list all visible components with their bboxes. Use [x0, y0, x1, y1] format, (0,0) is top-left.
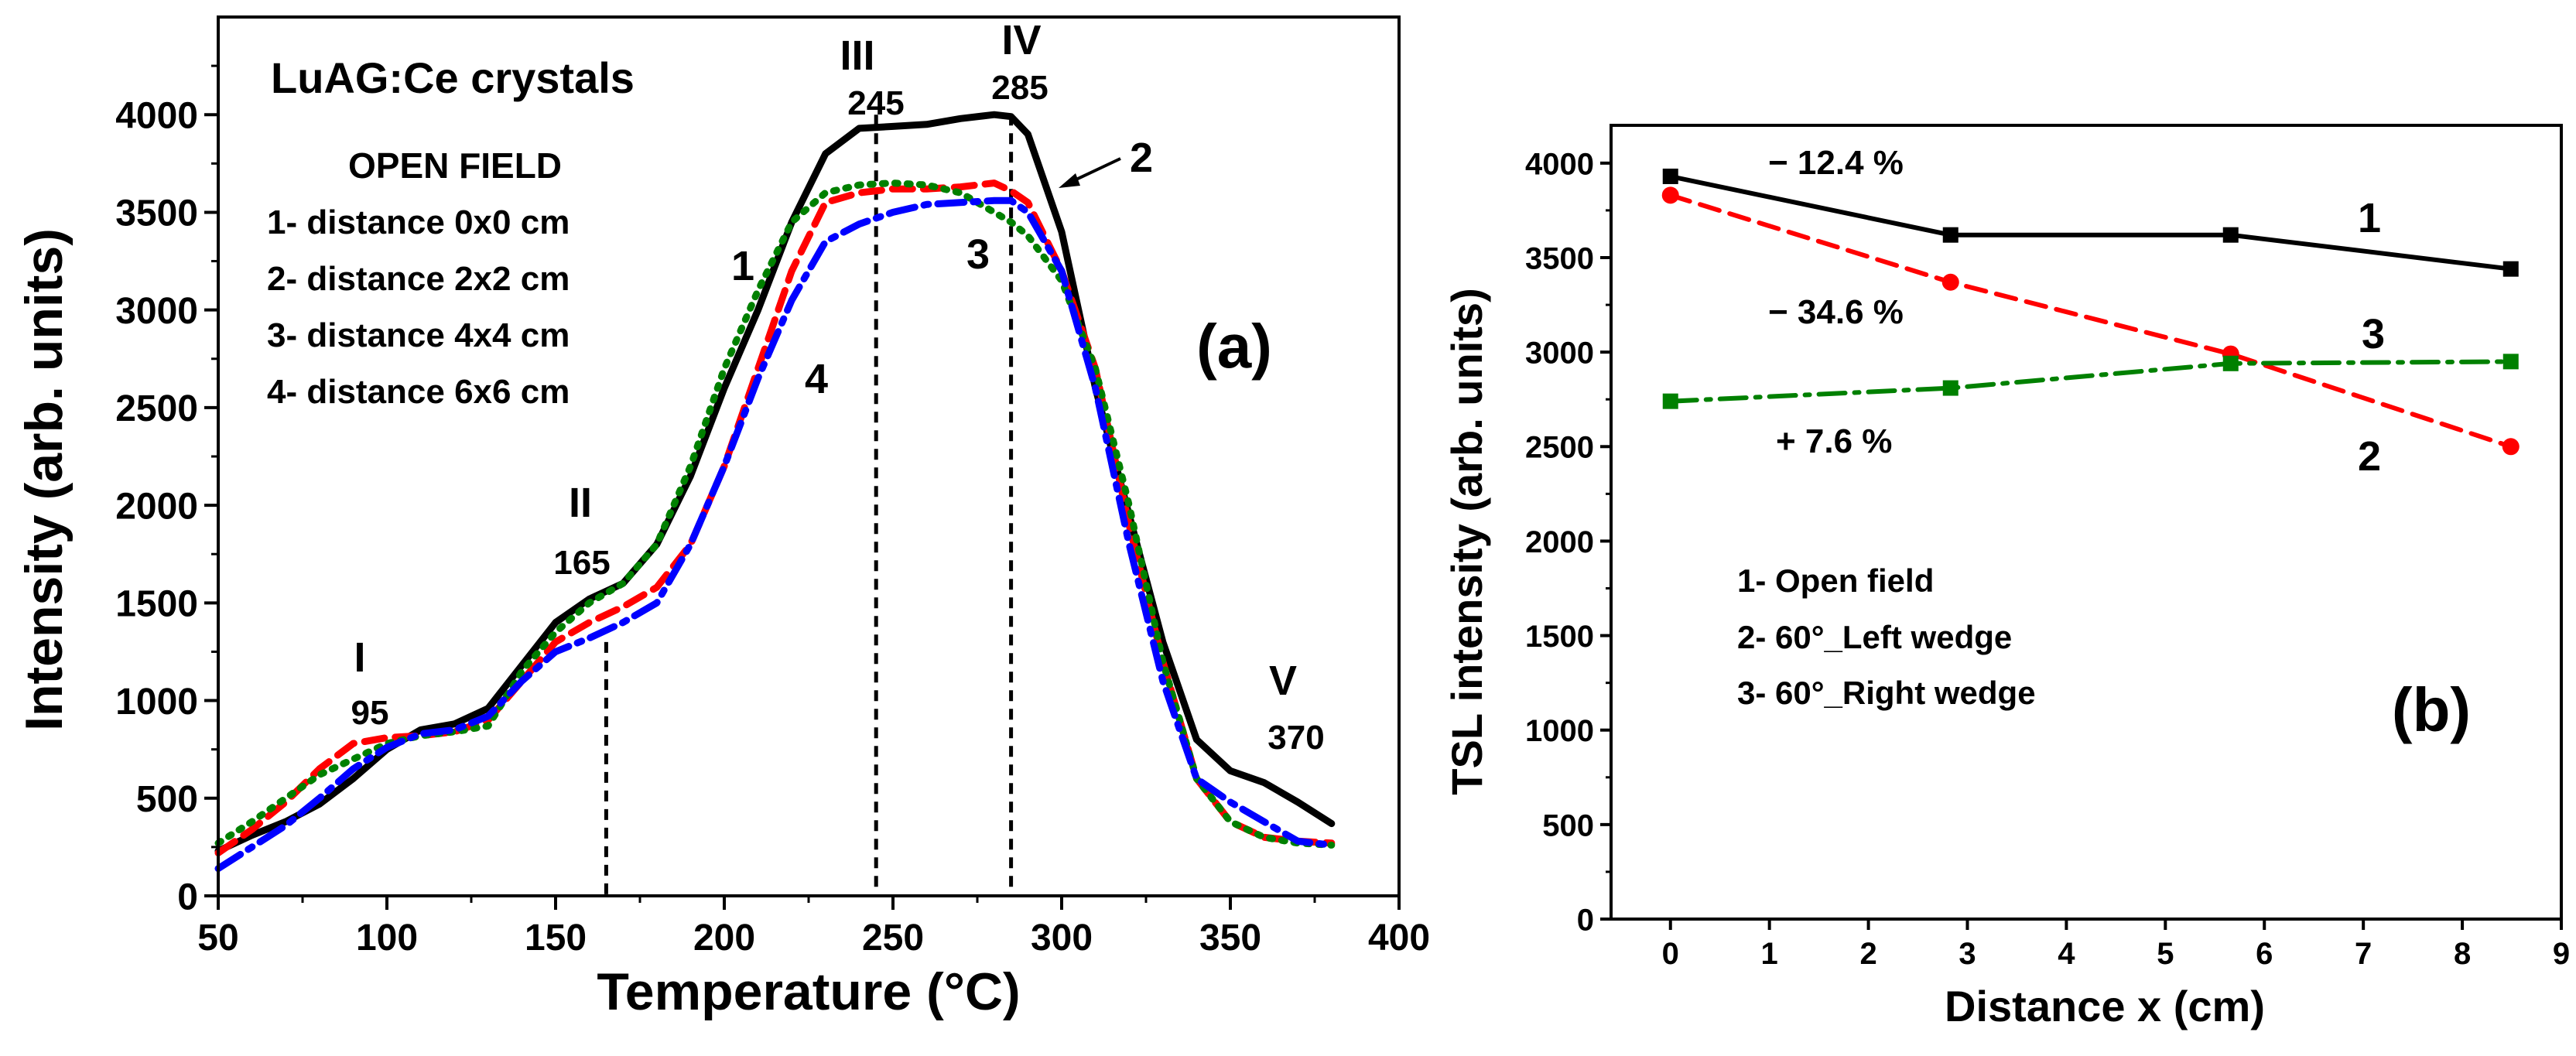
y-tick-label: 1500	[115, 584, 198, 625]
panel-b-annotation-2: − 34.6 %	[1768, 293, 1904, 331]
panel-a-peak-lines	[604, 114, 1014, 896]
panel-b-curve-label-3: 3	[2362, 311, 2385, 357]
peak-II-temp: 165	[553, 544, 610, 582]
panel-b-curve-label-1: 1	[2358, 195, 2381, 241]
y-tick-label: 500	[1542, 808, 1594, 842]
x-tick-label: 5	[2157, 937, 2174, 971]
panel-b-series	[1661, 168, 2520, 456]
series-1-point	[2222, 227, 2239, 243]
y-tick-label: 3000	[1525, 337, 1594, 371]
peak-I-label: I	[354, 634, 365, 681]
peak-V-label: V	[1269, 658, 1297, 704]
panel-a-ticks: 50 100 150 200 250 300 350 40005001000150020002…	[115, 64, 1430, 959]
peak-IV-temp: 285	[991, 69, 1048, 107]
series-1-line	[1668, 174, 2513, 272]
panel-a: 50 100 150 200 250 300 350 40005001000150020002…	[15, 15, 1430, 1021]
panel-a-x-axis-title: Temperature (°C)	[597, 962, 1020, 1021]
x-tick-label: 9	[2553, 937, 2570, 971]
panel-a-curve-label-1: 1	[731, 243, 754, 289]
panel-b-legend-item-2: 2- 60°_Left wedge	[1737, 619, 2012, 655]
panel-b: 0 1 2 3 4 5 6 7 8 9 0 500 1000 1500 2000 2500 3000 3500 40…	[1442, 124, 2570, 1030]
y-tick-label: 0	[1577, 903, 1594, 937]
x-tick-label: 2	[1859, 937, 1876, 971]
panel-b-legend-item-1: 1- Open field	[1737, 562, 1934, 599]
panel-b-legend-item-3: 3- 60°_Right wedge	[1737, 675, 2036, 711]
y-tick-label: 2500	[115, 388, 198, 429]
panel-b-curve-label-2: 2	[2358, 433, 2381, 480]
series-1-point	[2502, 261, 2519, 277]
y-tick-label: 500	[136, 779, 198, 820]
x-tick-label: 350	[1199, 918, 1261, 959]
panel-a-series	[214, 111, 1336, 873]
series-2-point	[1941, 273, 1959, 291]
x-tick-label: 4	[2058, 937, 2075, 971]
y-tick-label: 2000	[115, 486, 198, 527]
peak-I-temp: 95	[351, 694, 389, 732]
series-2-point	[1661, 186, 1679, 204]
panel-b-label: (b)	[2392, 675, 2471, 744]
y-tick-label: 4000	[1525, 147, 1594, 181]
x-tick-label: 100	[356, 918, 418, 959]
panel-a-y-axis-title: Intensity (arb. units)	[15, 228, 74, 731]
x-tick-label: 50	[197, 918, 238, 959]
series-1-point	[1662, 168, 1678, 184]
panel-b-x-axis-title: Distance x (cm)	[1945, 982, 2265, 1030]
y-tick-label: 3500	[1525, 241, 1594, 275]
series-4-line	[214, 197, 1336, 873]
y-tick-label: 2000	[1525, 525, 1594, 559]
curve-2-pointer-arrowhead	[1059, 173, 1080, 188]
panel-b-ticks: 0 1 2 3 4 5 6 7 8 9 0 500 1000 1500 2000 2500 3000 3500 40…	[1525, 147, 2570, 971]
x-tick-label: 250	[862, 918, 924, 959]
panel-a-label: (a)	[1196, 312, 1272, 381]
series-2-line	[1668, 193, 2513, 449]
y-tick-label: 4000	[115, 96, 198, 137]
series-2-point	[2502, 438, 2520, 456]
peak-III-label: III	[840, 32, 874, 79]
series-3-point	[1662, 393, 1678, 409]
y-tick-label: 1000	[115, 682, 198, 723]
y-tick-label: 3000	[115, 291, 198, 332]
x-tick-label: 6	[2256, 937, 2273, 971]
peak-IV-label: IV	[1001, 17, 1041, 63]
y-tick-label: 0	[177, 877, 198, 918]
panel-a-legend-title: OPEN FIELD	[348, 145, 562, 186]
panel-a-legend-item-4: 4- distance 6x6 cm	[267, 373, 570, 411]
panel-a-title: LuAG:Ce crystals	[271, 53, 635, 102]
x-tick-label: 400	[1368, 918, 1430, 959]
peak-III-temp: 245	[847, 84, 904, 122]
x-tick-label: 200	[693, 918, 755, 959]
panel-a-legend-item-1: 1- distance 0x0 cm	[267, 203, 570, 241]
panel-b-frame	[1610, 124, 2563, 921]
panel-b-plot-area: 0 1 2 3 4 5 6 7 8 9 0 500 1000 1500 2000 2500 3000 3500 40…	[1525, 124, 2570, 971]
x-tick-label: 1	[1761, 937, 1778, 971]
x-tick-label: 3	[1959, 937, 1976, 971]
series-3-point	[2502, 354, 2519, 370]
series-3-point	[1942, 380, 1959, 396]
panel-a-plot-area: 50 100 150 200 250 300 350 40005001000150020002…	[115, 15, 1430, 959]
y-tick-label: 2500	[1525, 431, 1594, 465]
series-3-line	[1668, 359, 2513, 404]
peak-V-temp: 370	[1267, 719, 1324, 757]
y-tick-label: 1000	[1525, 714, 1594, 748]
panel-a-curve-label-2: 2	[1130, 135, 1153, 181]
x-tick-label: 7	[2355, 937, 2372, 971]
panel-b-y-axis-title: TSL intensity (arb. units)	[1442, 288, 1491, 795]
panel-b-annotation-3: + 7.6 %	[1776, 422, 1892, 460]
panel-a-curve-label-3: 3	[966, 231, 990, 278]
panel-a-legend-item-2: 2- distance 2x2 cm	[267, 260, 570, 298]
series-1-point	[1942, 227, 1959, 243]
panel-a-curve-label-4: 4	[805, 356, 828, 402]
x-tick-label: 8	[2454, 937, 2471, 971]
peak-II-label: II	[569, 480, 592, 526]
y-tick-label: 3500	[115, 193, 198, 234]
x-tick-label: 150	[525, 918, 587, 959]
x-tick-label: 0	[1662, 937, 1679, 971]
panel-b-annotation-1: − 12.4 %	[1768, 144, 1904, 182]
series-3-point	[2222, 355, 2239, 371]
x-tick-label: 300	[1031, 918, 1093, 959]
y-tick-label: 1500	[1525, 620, 1594, 654]
panel-a-legend-item-3: 3- distance 4x4 cm	[267, 316, 570, 354]
